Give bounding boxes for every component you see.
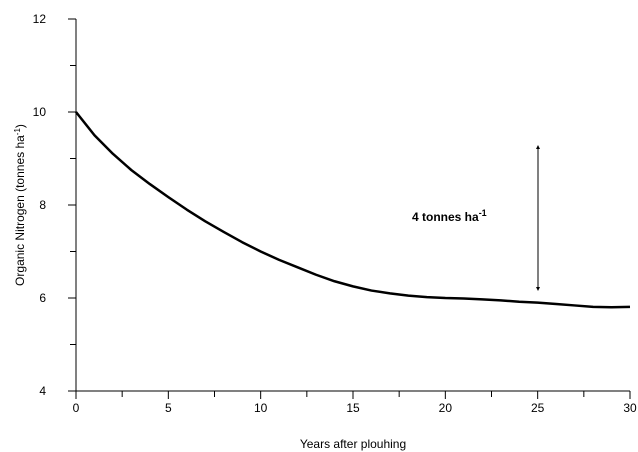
y-tick-label: 10 bbox=[33, 105, 47, 119]
x-tick-label: 10 bbox=[254, 401, 268, 415]
x-tick-label: 30 bbox=[623, 401, 637, 415]
y-tick-label: 4 bbox=[39, 384, 46, 398]
x-tick-label: 5 bbox=[165, 401, 172, 415]
x-tick-label: 0 bbox=[73, 401, 80, 415]
x-tick-label: 25 bbox=[531, 401, 545, 415]
y-axis-label-text: Organic Nitrogen (tonnes ha bbox=[13, 135, 27, 286]
y-axis-label-end: ) bbox=[13, 124, 27, 128]
y-axis-label-superscript: -1 bbox=[13, 128, 22, 136]
annotation: 4 tonnes ha-1 bbox=[412, 208, 487, 224]
annotation-text: 4 tonnes ha bbox=[412, 210, 479, 224]
y-tick-label: 12 bbox=[33, 12, 47, 26]
x-tick-label: 20 bbox=[439, 401, 453, 415]
x-axis-label: Years after plouhing bbox=[300, 437, 406, 451]
x-tick-label: 15 bbox=[346, 401, 360, 415]
y-axis-label: Organic Nitrogen (tonnes ha-1) bbox=[13, 124, 28, 286]
line-series bbox=[75, 111, 631, 309]
y-tick-label: 8 bbox=[39, 198, 46, 212]
annotation-superscript: -1 bbox=[479, 208, 487, 218]
y-tick-label: 6 bbox=[39, 291, 46, 305]
